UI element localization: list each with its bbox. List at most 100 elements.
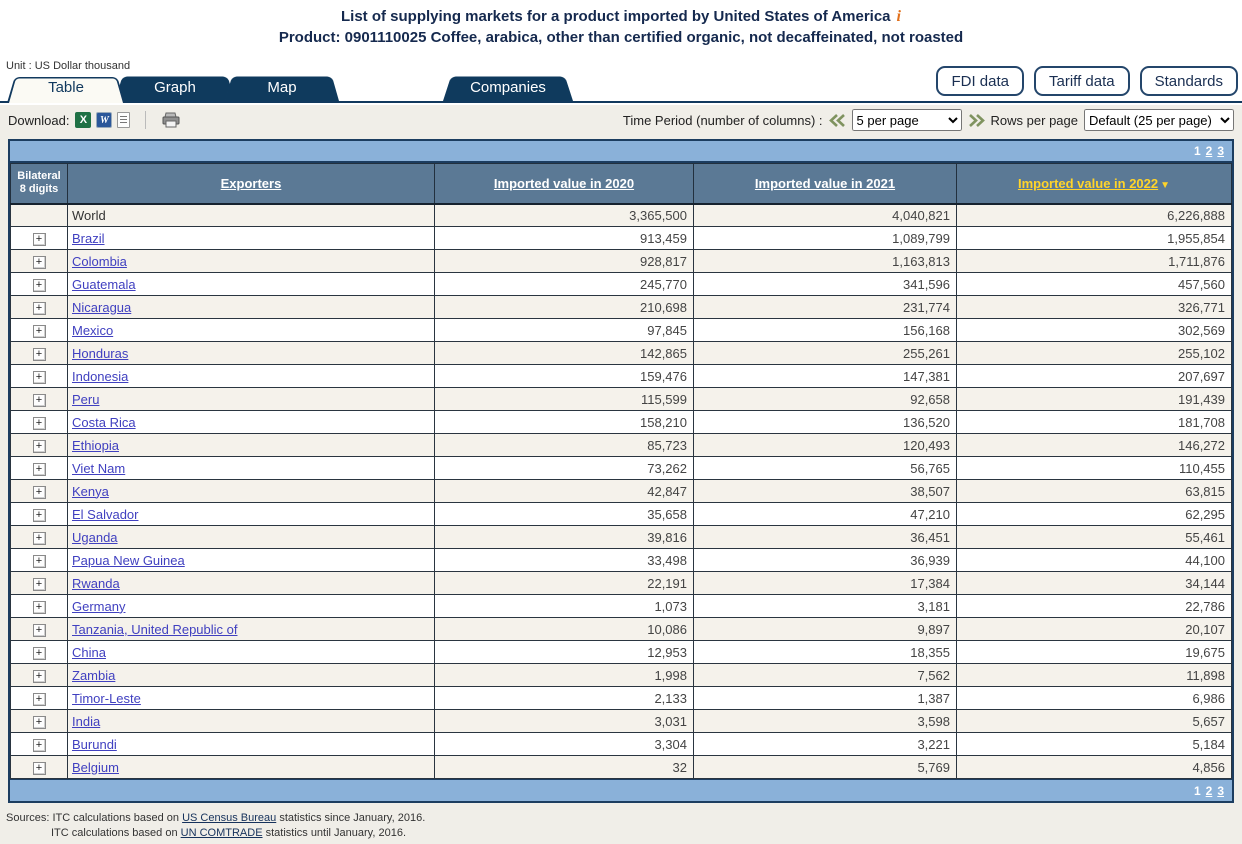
expand-row-button[interactable]: + bbox=[33, 325, 46, 338]
rows-per-page-select[interactable]: Default (25 per page) bbox=[1084, 109, 1234, 131]
table-row: +Brazil913,4591,089,7991,955,854 bbox=[11, 227, 1232, 250]
exporter-cell: Kenya bbox=[68, 480, 435, 503]
sort-2021-link[interactable]: Imported value in 2021 bbox=[755, 176, 895, 191]
word-icon[interactable]: W bbox=[96, 112, 112, 128]
printer-icon[interactable] bbox=[161, 112, 181, 128]
expand-row-button[interactable]: + bbox=[33, 463, 46, 476]
exporter-link[interactable]: Mexico bbox=[72, 323, 113, 338]
exporter-cell: Indonesia bbox=[68, 365, 435, 388]
exporter-link[interactable]: Belgium bbox=[72, 760, 119, 775]
expand-row-button[interactable]: + bbox=[33, 394, 46, 407]
expand-row-button[interactable]: + bbox=[33, 256, 46, 269]
fdi-data-button[interactable]: FDI data bbox=[936, 66, 1024, 96]
exporter-link[interactable]: Ethiopia bbox=[72, 438, 119, 453]
table-row: +Timor-Leste2,1331,3876,986 bbox=[11, 687, 1232, 710]
expand-row-button[interactable]: + bbox=[33, 670, 46, 683]
tab-companies[interactable]: Companies bbox=[450, 73, 566, 101]
tariff-data-button[interactable]: Tariff data bbox=[1034, 66, 1130, 96]
sort-2020-link[interactable]: Imported value in 2020 bbox=[494, 176, 634, 191]
exporter-link[interactable]: Colombia bbox=[72, 254, 127, 269]
exporter-link[interactable]: Brazil bbox=[72, 231, 105, 246]
tab-table[interactable]: Table bbox=[14, 73, 118, 101]
sort-2022-link[interactable]: Imported value in 2022 bbox=[1018, 176, 1158, 191]
exporter-link[interactable]: Indonesia bbox=[72, 369, 128, 384]
value-2021-cell: 3,181 bbox=[694, 595, 957, 618]
text-file-icon[interactable] bbox=[117, 112, 130, 128]
expand-row-button[interactable]: + bbox=[33, 417, 46, 430]
sort-exporters-link[interactable]: Exporters bbox=[221, 176, 282, 191]
bilateral-cell: + bbox=[11, 595, 68, 618]
expand-row-button[interactable]: + bbox=[33, 233, 46, 246]
exporter-link[interactable]: Papua New Guinea bbox=[72, 553, 185, 568]
expand-row-button[interactable]: + bbox=[33, 371, 46, 384]
exporter-link[interactable]: India bbox=[72, 714, 100, 729]
sort-descending-icon: ▼ bbox=[1160, 180, 1170, 191]
bilateral-cell: + bbox=[11, 319, 68, 342]
exporter-link[interactable]: Timor-Leste bbox=[72, 691, 141, 706]
table-row: +Zambia1,9987,56211,898 bbox=[11, 664, 1232, 687]
exporter-link[interactable]: Viet Nam bbox=[72, 461, 125, 476]
exporter-link[interactable]: El Salvador bbox=[72, 507, 138, 522]
excel-icon[interactable]: X bbox=[75, 112, 91, 128]
exporter-link[interactable]: China bbox=[72, 645, 106, 660]
page-number-link[interactable]: 2 bbox=[1206, 784, 1213, 798]
exporter-cell: Peru bbox=[68, 388, 435, 411]
tab-graph[interactable]: Graph bbox=[122, 73, 228, 101]
exporter-link[interactable]: Tanzania, United Republic of bbox=[72, 622, 238, 637]
exporter-cell: World bbox=[68, 204, 435, 227]
page-number-link[interactable]: 3 bbox=[1217, 144, 1224, 158]
exporter-cell: Belgium bbox=[68, 756, 435, 779]
expand-row-button[interactable]: + bbox=[33, 279, 46, 292]
exporter-link[interactable]: Burundi bbox=[72, 737, 117, 752]
next-period-icon[interactable] bbox=[968, 114, 985, 127]
value-2022-cell: 110,455 bbox=[957, 457, 1232, 480]
expand-row-button[interactable]: + bbox=[33, 509, 46, 522]
expand-row-button[interactable]: + bbox=[33, 716, 46, 729]
bilateral-cell: + bbox=[11, 572, 68, 595]
expand-row-button[interactable]: + bbox=[33, 647, 46, 660]
pagination-bottom: 123 bbox=[10, 779, 1232, 801]
title-text: List of supplying markets for a product … bbox=[341, 8, 891, 25]
un-comtrade-link[interactable]: UN COMTRADE bbox=[181, 827, 263, 839]
value-2022-cell: 44,100 bbox=[957, 549, 1232, 572]
expand-row-button[interactable]: + bbox=[33, 578, 46, 591]
previous-period-icon[interactable] bbox=[829, 114, 846, 127]
exporter-link[interactable]: Peru bbox=[72, 392, 99, 407]
exporter-link[interactable]: Costa Rica bbox=[72, 415, 136, 430]
expand-row-button[interactable]: + bbox=[33, 624, 46, 637]
expand-row-button[interactable]: + bbox=[33, 302, 46, 315]
us-census-bureau-link[interactable]: US Census Bureau bbox=[182, 812, 276, 824]
expand-row-button[interactable]: + bbox=[33, 601, 46, 614]
expand-row-button[interactable]: + bbox=[33, 693, 46, 706]
value-2022-cell: 326,771 bbox=[957, 296, 1232, 319]
table-row: +China12,95318,35519,675 bbox=[11, 641, 1232, 664]
value-2021-cell: 1,163,813 bbox=[694, 250, 957, 273]
value-2021-cell: 136,520 bbox=[694, 411, 957, 434]
exporter-link[interactable]: Germany bbox=[72, 599, 125, 614]
exporter-link[interactable]: Nicaragua bbox=[72, 300, 131, 315]
tab-map[interactable]: Map bbox=[232, 73, 332, 101]
expand-row-button[interactable]: + bbox=[33, 739, 46, 752]
exporter-link[interactable]: Kenya bbox=[72, 484, 109, 499]
exporter-link[interactable]: Guatemala bbox=[72, 277, 136, 292]
value-2021-cell: 341,596 bbox=[694, 273, 957, 296]
expand-row-button[interactable]: + bbox=[33, 348, 46, 361]
standards-button[interactable]: Standards bbox=[1140, 66, 1238, 96]
expand-row-button[interactable]: + bbox=[33, 762, 46, 775]
expand-row-button[interactable]: + bbox=[33, 555, 46, 568]
exporter-link[interactable]: Rwanda bbox=[72, 576, 120, 591]
exporter-link[interactable]: Honduras bbox=[72, 346, 128, 361]
exporter-link[interactable]: Uganda bbox=[72, 530, 118, 545]
column-header-2021: Imported value in 2021 bbox=[694, 164, 957, 204]
info-icon[interactable]: i bbox=[897, 8, 901, 25]
page-number-link[interactable]: 3 bbox=[1217, 784, 1224, 798]
expand-row-button[interactable]: + bbox=[33, 440, 46, 453]
value-2020-cell: 22,191 bbox=[435, 572, 694, 595]
exporter-cell: Papua New Guinea bbox=[68, 549, 435, 572]
page-number-link[interactable]: 2 bbox=[1206, 144, 1213, 158]
page-title: List of supplying markets for a product … bbox=[0, 6, 1242, 48]
expand-row-button[interactable]: + bbox=[33, 486, 46, 499]
exporter-link[interactable]: Zambia bbox=[72, 668, 115, 683]
expand-row-button[interactable]: + bbox=[33, 532, 46, 545]
time-period-select[interactable]: 5 per page bbox=[852, 109, 962, 131]
